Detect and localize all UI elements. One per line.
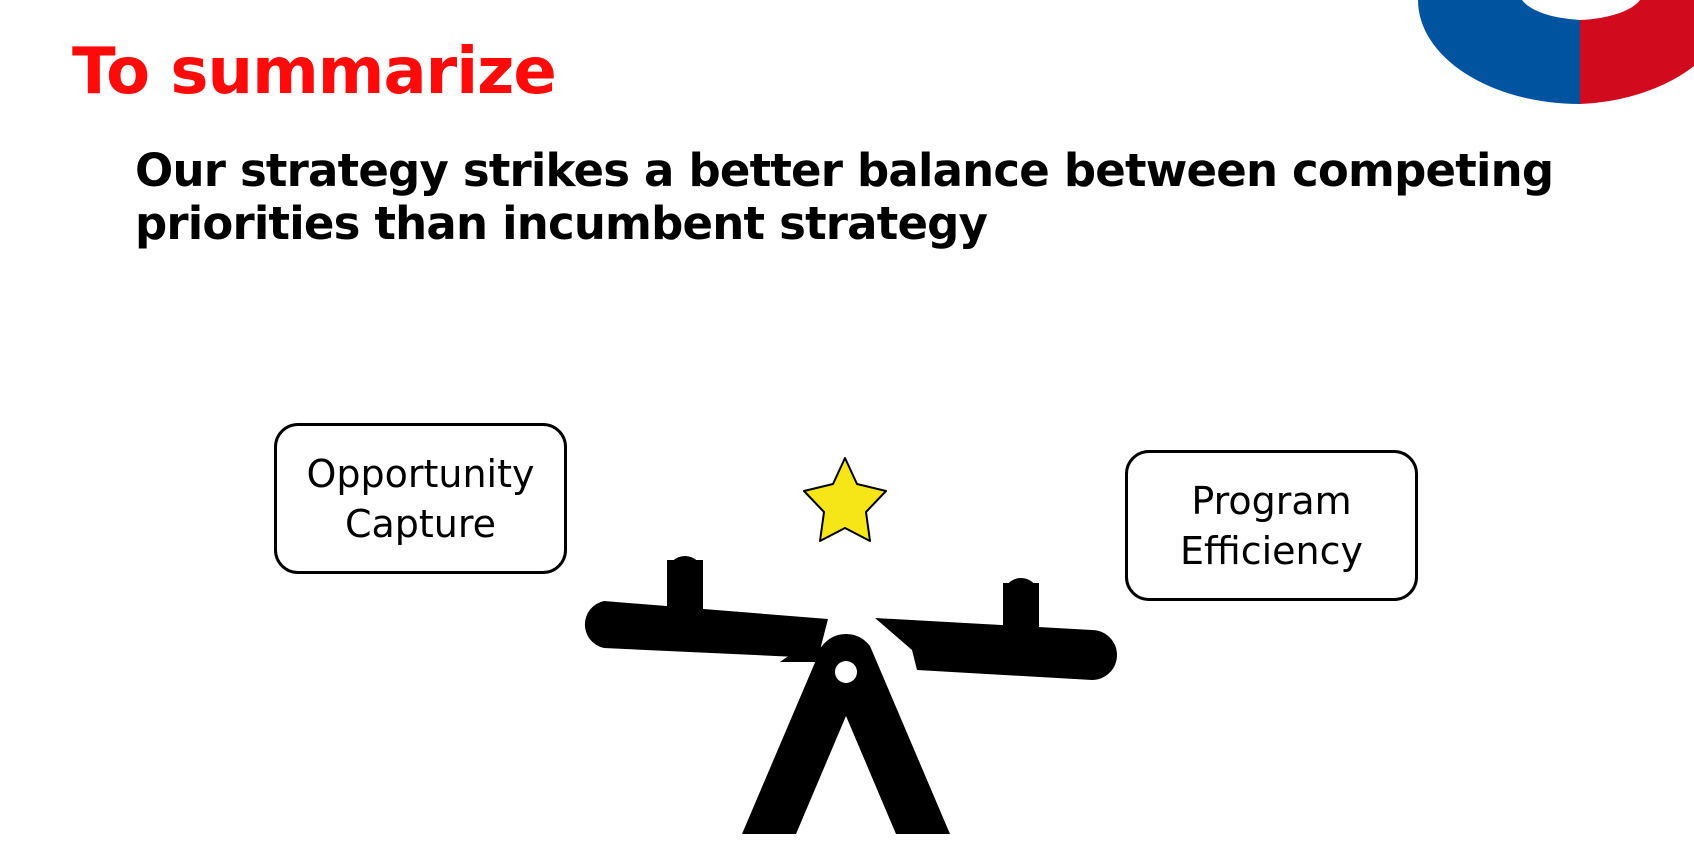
right-label-line-1: Program [1191,478,1352,523]
left-label-line-2: Capture [344,501,497,546]
slide-title: To summarize [72,35,557,109]
opportunity-capture-box: Opportunity Capture [274,423,567,574]
left-label-line-1: Opportunity [306,451,535,496]
program-efficiency-box: Program Efficiency [1125,450,1418,601]
slide-subtitle: Our strategy strikes a better balance be… [135,144,1554,250]
right-label-line-2: Efficiency [1179,528,1364,573]
